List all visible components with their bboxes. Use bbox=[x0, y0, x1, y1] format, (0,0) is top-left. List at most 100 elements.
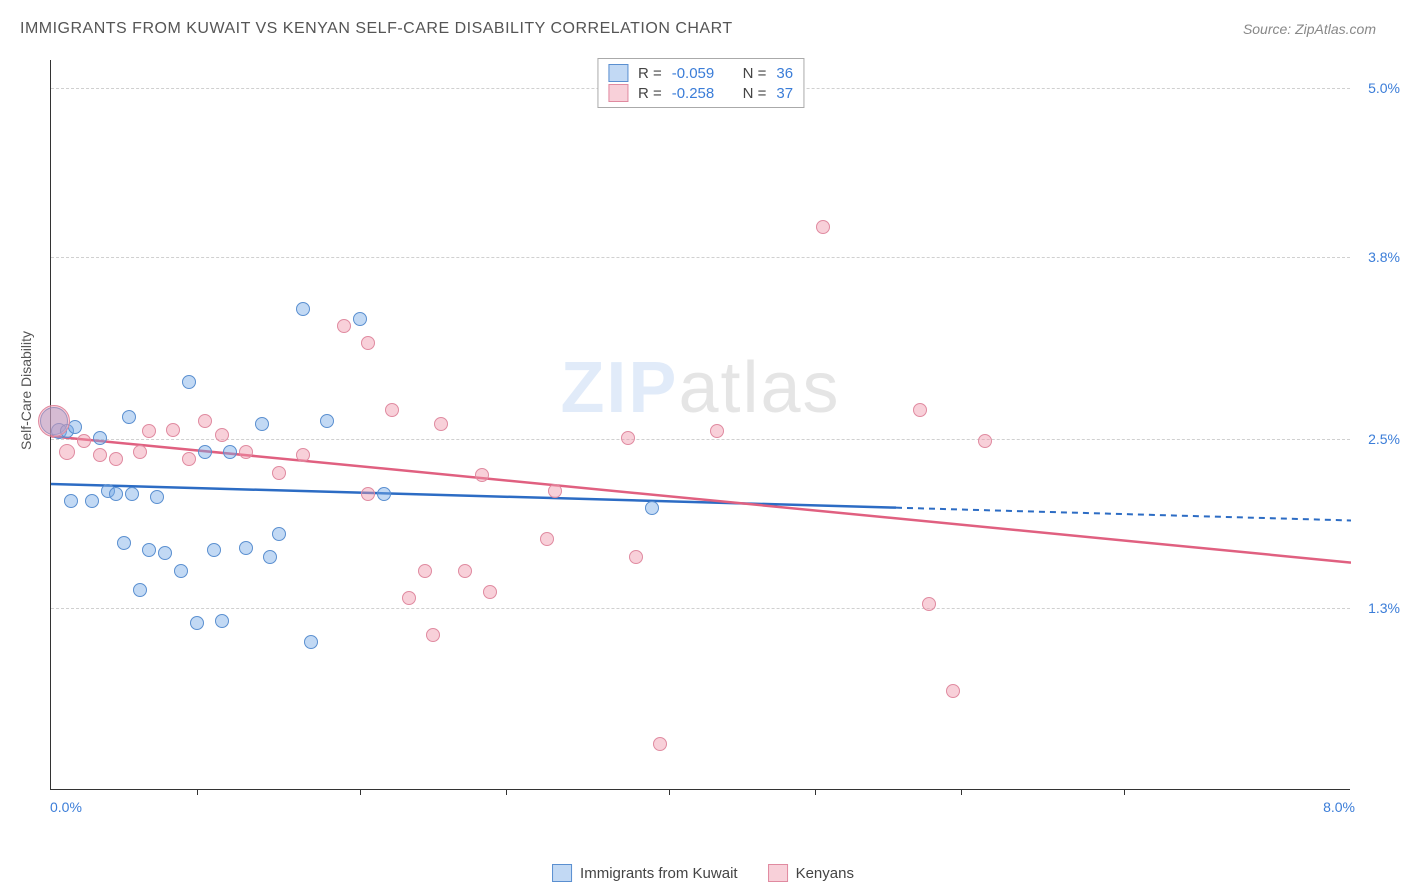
data-point bbox=[239, 445, 253, 459]
r-label: R = bbox=[638, 65, 662, 82]
data-point bbox=[434, 417, 448, 431]
data-point bbox=[117, 536, 131, 550]
y-tick-label: 5.0% bbox=[1368, 80, 1400, 96]
data-point bbox=[272, 527, 286, 541]
data-point bbox=[223, 445, 237, 459]
data-point bbox=[946, 684, 960, 698]
data-point bbox=[353, 312, 367, 326]
y-tick-label: 1.3% bbox=[1368, 600, 1400, 616]
data-point bbox=[710, 424, 724, 438]
data-point bbox=[922, 597, 936, 611]
n-value: 37 bbox=[776, 85, 793, 102]
data-point bbox=[337, 319, 351, 333]
series-legend: Immigrants from Kuwait Kenyans bbox=[552, 864, 854, 882]
data-point bbox=[377, 487, 391, 501]
data-point bbox=[653, 737, 667, 751]
data-point bbox=[133, 445, 147, 459]
data-point bbox=[198, 414, 212, 428]
data-point bbox=[59, 444, 75, 460]
data-point bbox=[190, 616, 204, 630]
correlation-legend: R = -0.059 N = 36 R = -0.258 N = 37 bbox=[597, 58, 804, 108]
x-tick bbox=[815, 789, 816, 795]
n-label: N = bbox=[743, 65, 767, 82]
swatch-kenyans bbox=[768, 864, 788, 882]
r-value: -0.059 bbox=[672, 65, 715, 82]
x-tick bbox=[961, 789, 962, 795]
source-label: Source: ZipAtlas.com bbox=[1243, 21, 1376, 37]
data-point bbox=[198, 445, 212, 459]
data-point bbox=[93, 448, 107, 462]
watermark: ZIPatlas bbox=[560, 347, 840, 429]
correlation-legend-row: R = -0.059 N = 36 bbox=[608, 63, 793, 83]
data-point bbox=[361, 487, 375, 501]
chart-container: ZIPatlas R = -0.059 N = 36 R = -0.258 N … bbox=[50, 60, 1350, 790]
x-tick bbox=[197, 789, 198, 795]
data-point bbox=[122, 410, 136, 424]
data-point bbox=[77, 434, 91, 448]
watermark-zip: ZIP bbox=[560, 348, 678, 428]
x-min-label: 0.0% bbox=[50, 799, 82, 815]
data-point bbox=[255, 417, 269, 431]
data-point bbox=[207, 543, 221, 557]
data-point bbox=[483, 585, 497, 599]
data-point bbox=[109, 487, 123, 501]
n-label: N = bbox=[743, 85, 767, 102]
legend-label-kuwait: Immigrants from Kuwait bbox=[580, 865, 738, 882]
data-point bbox=[182, 452, 196, 466]
grid-line bbox=[51, 608, 1350, 609]
data-point bbox=[548, 484, 562, 498]
swatch-kuwait bbox=[552, 864, 572, 882]
data-point bbox=[621, 431, 635, 445]
data-point bbox=[174, 564, 188, 578]
y-tick-label: 2.5% bbox=[1368, 431, 1400, 447]
data-point bbox=[361, 336, 375, 350]
data-point bbox=[215, 428, 229, 442]
x-tick bbox=[360, 789, 361, 795]
y-tick-label: 3.8% bbox=[1368, 249, 1400, 265]
data-point bbox=[418, 564, 432, 578]
legend-item-kuwait: Immigrants from Kuwait bbox=[552, 864, 738, 882]
data-point bbox=[385, 403, 399, 417]
data-point bbox=[458, 564, 472, 578]
data-point bbox=[540, 532, 554, 546]
data-point bbox=[272, 466, 286, 480]
data-point bbox=[296, 302, 310, 316]
data-point bbox=[296, 448, 310, 462]
data-point bbox=[239, 541, 253, 555]
grid-line bbox=[51, 257, 1350, 258]
n-value: 36 bbox=[776, 65, 793, 82]
data-point bbox=[158, 546, 172, 560]
x-max-label: 8.0% bbox=[1323, 799, 1355, 815]
data-point bbox=[142, 424, 156, 438]
plot-area: ZIPatlas R = -0.059 N = 36 R = -0.258 N … bbox=[50, 60, 1350, 790]
x-tick bbox=[1124, 789, 1125, 795]
data-point bbox=[142, 543, 156, 557]
chart-title: IMMIGRANTS FROM KUWAIT VS KENYAN SELF-CA… bbox=[20, 20, 733, 38]
data-point bbox=[166, 423, 180, 437]
data-point bbox=[85, 494, 99, 508]
correlation-legend-row: R = -0.258 N = 37 bbox=[608, 83, 793, 103]
data-point bbox=[64, 494, 78, 508]
data-point bbox=[629, 550, 643, 564]
x-tick bbox=[669, 789, 670, 795]
data-point bbox=[68, 420, 82, 434]
watermark-atlas: atlas bbox=[678, 348, 840, 428]
data-point bbox=[150, 490, 164, 504]
data-point bbox=[182, 375, 196, 389]
data-point bbox=[38, 405, 70, 437]
data-point bbox=[263, 550, 277, 564]
r-value: -0.258 bbox=[672, 85, 715, 102]
trend-line-dashed bbox=[896, 508, 1351, 521]
data-point bbox=[215, 614, 229, 628]
legend-swatch bbox=[608, 84, 628, 102]
data-point bbox=[645, 501, 659, 515]
data-point bbox=[93, 431, 107, 445]
data-point bbox=[133, 583, 147, 597]
grid-line bbox=[51, 439, 1350, 440]
legend-swatch bbox=[608, 64, 628, 82]
legend-label-kenyans: Kenyans bbox=[796, 865, 854, 882]
data-point bbox=[320, 414, 334, 428]
data-point bbox=[816, 220, 830, 234]
data-point bbox=[402, 591, 416, 605]
data-point bbox=[978, 434, 992, 448]
